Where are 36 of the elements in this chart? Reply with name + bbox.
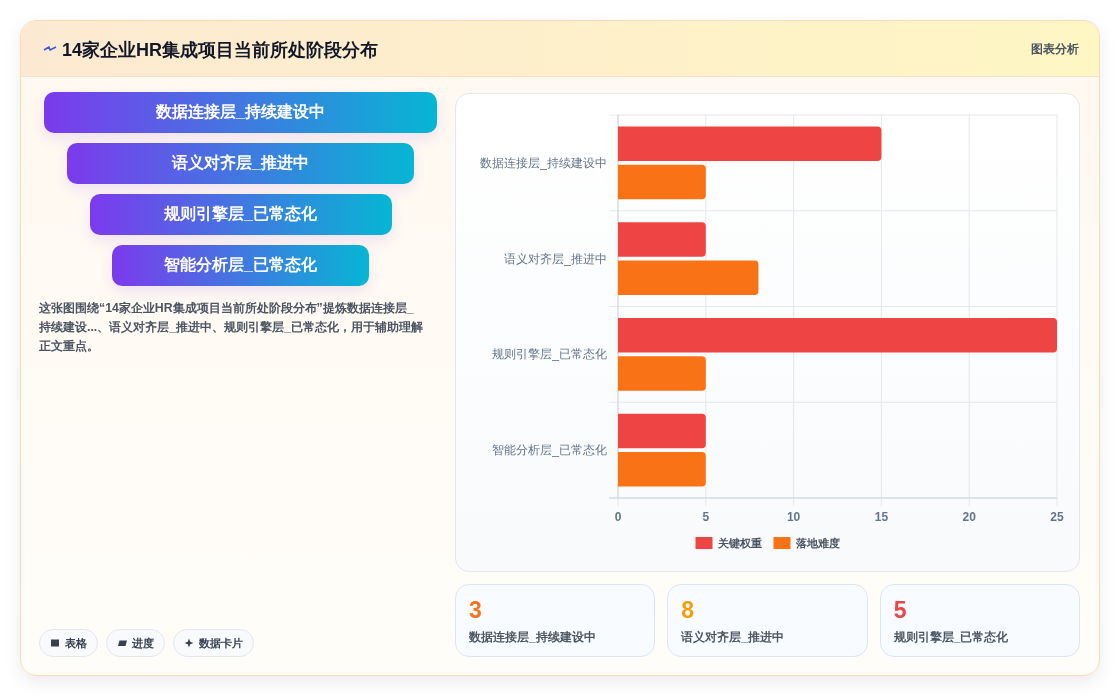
category-label: 语义对齐层_推进中 [681,629,785,646]
legend-label: 落地难度 [794,537,840,549]
y-tick-label: 规则引擎层_已常态化 [492,347,607,362]
category-label: 数据连接层_持续建设中 [44,92,437,133]
x-tick-label: 5 [702,510,710,524]
data-label: 3 [469,597,482,623]
text: 这张图围绕“14家企业HR集成项目当前所处阶段分布”提炼数据连接层_持续建设...、语义对齐层_推进中、规则引擎层_已常态化，用于辅助理解正文重点。 [39,300,423,355]
text: 表格 [65,635,87,651]
category-label: 规则引擎层_已常态化 [89,194,392,235]
legend-label: 关键权重 [716,537,762,549]
data-label: 5 [893,597,907,623]
bar [618,222,706,257]
bar [618,317,1057,353]
x-tick-label: 15 [874,510,889,524]
text: 图表分析 [1031,41,1079,58]
text: 进度 [132,635,154,651]
text: 14家企业HR集成项目当前所处阶段分布 [62,39,379,62]
x-tick-label: 10 [786,510,801,524]
category-label: 规则引擎层_已常态化 [893,629,1009,646]
bar [618,126,882,161]
category-label: 数据连接层_持续建设中 [469,629,596,646]
category-label: 语义对齐层_推进中 [66,143,415,184]
x-tick-label: 25 [1050,510,1064,524]
bar [618,413,706,449]
data-label: 8 [681,597,695,623]
y-tick-label: 数据连接层_持续建设中 [480,155,607,170]
bar [618,164,706,200]
category-label: 智能分析层_已常态化 [112,245,369,286]
bar [618,260,759,296]
y-tick-label: 语义对齐层_推进中 [504,251,607,266]
y-tick-label: 智能分析层_已常态化 [492,443,607,458]
text: 数据卡片 [199,635,243,651]
x-tick-label: 0 [614,510,622,524]
x-tick-label: 20 [962,510,977,524]
bar [618,356,706,391]
bar [618,452,706,487]
